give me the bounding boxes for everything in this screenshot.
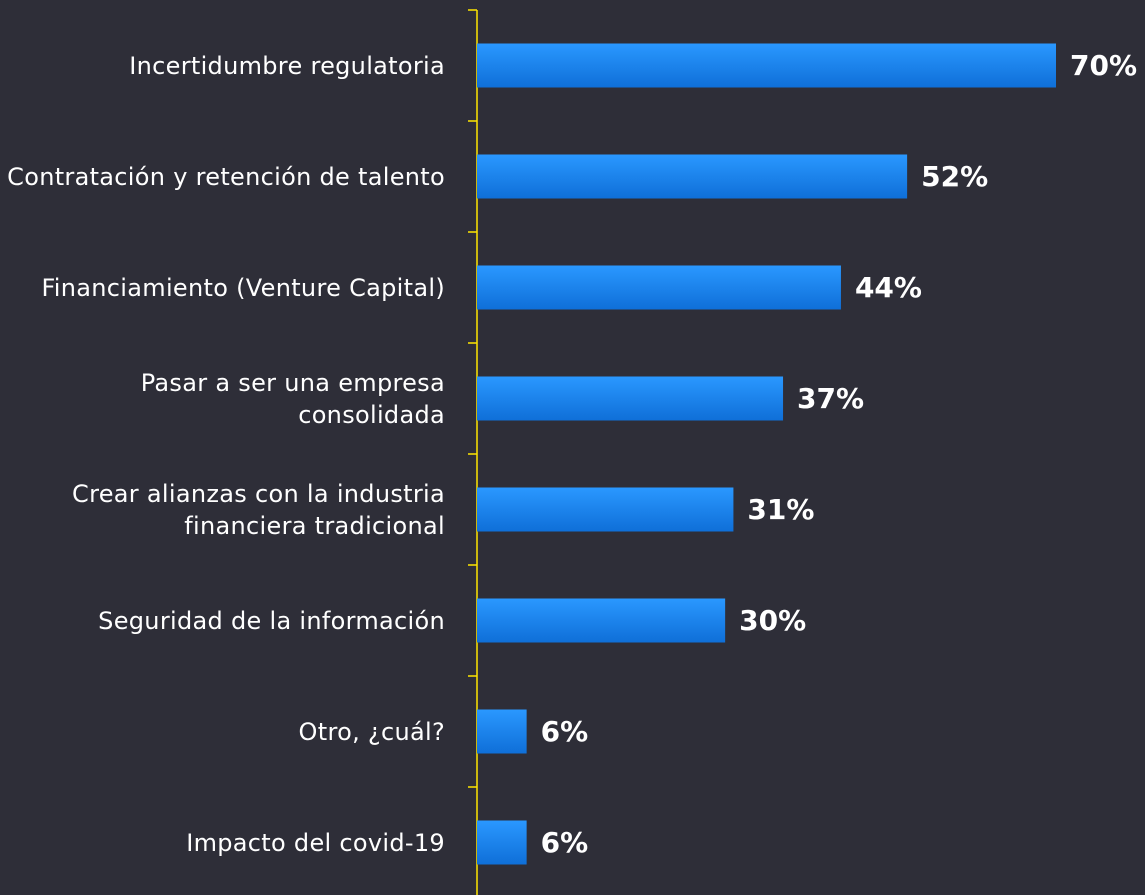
value-label: 44% bbox=[854, 270, 922, 304]
value-label: 52% bbox=[921, 159, 989, 193]
category-label: Crear alianzas con la industria financie… bbox=[72, 479, 445, 540]
category-label: Otro, ¿cuál? bbox=[298, 717, 445, 746]
bar bbox=[477, 265, 841, 310]
category-label: Pasar a ser una empresa consolidada bbox=[140, 368, 445, 429]
category-label: Incertidumbre regulatoria bbox=[129, 51, 445, 80]
bar bbox=[477, 43, 1056, 88]
category-label: Contratación y retención de talento bbox=[7, 162, 445, 191]
value-label: 37% bbox=[797, 381, 865, 415]
bar bbox=[477, 820, 527, 865]
bar bbox=[477, 154, 908, 199]
category-label: Impacto del covid-19 bbox=[186, 828, 445, 857]
value-label: 31% bbox=[747, 492, 815, 526]
bar bbox=[477, 487, 734, 532]
value-label: 6% bbox=[540, 714, 589, 748]
bar bbox=[477, 376, 784, 421]
value-label: 30% bbox=[739, 603, 807, 637]
category-label: Seguridad de la información bbox=[98, 606, 445, 635]
value-label: 6% bbox=[540, 825, 589, 859]
value-label: 70% bbox=[1070, 48, 1138, 82]
bar bbox=[477, 709, 527, 754]
category-label: Financiamiento (Venture Capital) bbox=[41, 273, 445, 302]
bar bbox=[477, 598, 726, 643]
